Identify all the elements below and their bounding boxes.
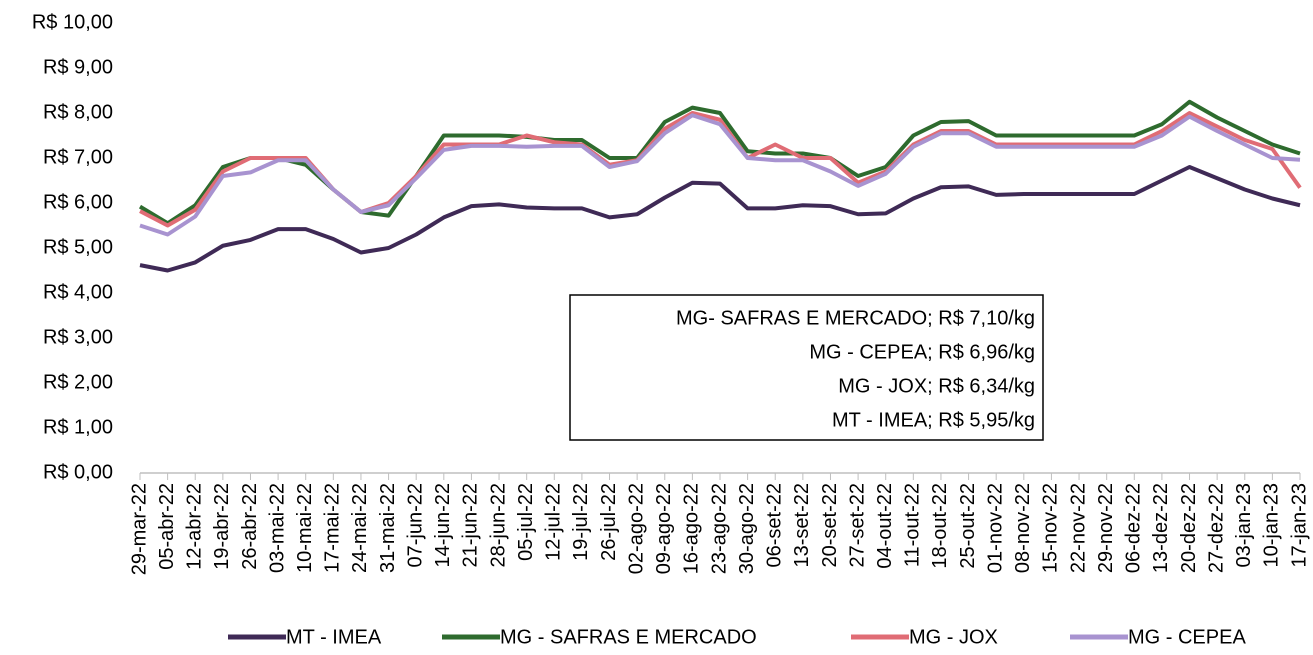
x-tick-label: 03-mai-22 bbox=[266, 483, 288, 573]
y-tick-label: R$ 8,00 bbox=[43, 101, 113, 123]
x-tick-label: 21-jun-22 bbox=[460, 483, 482, 568]
x-tick-label: 08-nov-22 bbox=[1012, 483, 1034, 573]
x-tick-label: 29-mar-22 bbox=[128, 483, 150, 575]
x-tick-label: 14-jun-22 bbox=[432, 483, 454, 568]
annotation: MG - JOX; R$ 6,34/kg bbox=[838, 375, 1035, 397]
series-line bbox=[139, 165, 1301, 273]
x-tick-label: 18-out-22 bbox=[929, 483, 951, 569]
x-tick-label: 09-ago-22 bbox=[653, 483, 675, 574]
x-tick-label: 20-dez-22 bbox=[1178, 483, 1200, 573]
x-tick-label: 06-set-22 bbox=[764, 483, 786, 568]
x-tick-label: 07-jun-22 bbox=[404, 483, 426, 568]
x-tick-label: 24-mai-22 bbox=[349, 483, 371, 573]
legend-label: MG - CEPEA bbox=[1128, 626, 1246, 648]
x-tick-label: 29-nov-22 bbox=[1095, 483, 1117, 573]
x-tick-label: 22-nov-22 bbox=[1067, 483, 1089, 573]
x-tick-label: 12-abr-22 bbox=[184, 483, 206, 570]
annotation: MG- SAFRAS E MERCADO; R$ 7,10/kg bbox=[676, 307, 1035, 329]
x-tick-label: 31-mai-22 bbox=[377, 483, 399, 573]
x-tick-label: 19-jul-22 bbox=[570, 483, 592, 561]
y-tick-label: R$ 3,00 bbox=[43, 326, 113, 348]
x-tick-label: 16-ago-22 bbox=[681, 483, 703, 574]
x-tick-label: 20-set-22 bbox=[819, 483, 841, 568]
x-tick-label: 26-jul-22 bbox=[598, 483, 620, 561]
x-tick-label: 12-jul-22 bbox=[543, 483, 565, 561]
x-tick-label: 19-abr-22 bbox=[211, 483, 233, 570]
y-tick-label: R$ 6,00 bbox=[43, 191, 113, 213]
x-tick-label: 10-jan-23 bbox=[1261, 483, 1283, 568]
y-tick-label: R$ 0,00 bbox=[43, 461, 113, 483]
x-tick-label: 27-set-22 bbox=[846, 483, 868, 568]
x-tick-label: 26-abr-22 bbox=[239, 483, 261, 570]
legend-label: MG - SAFRAS E MERCADO bbox=[500, 626, 757, 648]
x-tick-label: 15-nov-22 bbox=[1040, 483, 1062, 573]
x-tick-label: 04-out-22 bbox=[874, 483, 896, 569]
legend-label: MT - IMEA bbox=[286, 626, 382, 648]
x-tick-label: 11-out-22 bbox=[902, 483, 924, 567]
x-tick-label: 27-dez-22 bbox=[1205, 483, 1227, 573]
x-tick-label: 17-jan-23 bbox=[1288, 483, 1310, 568]
x-tick-label: 25-out-22 bbox=[957, 483, 979, 569]
x-tick-label: 03-jan-23 bbox=[1233, 483, 1255, 568]
y-tick-label: R$ 2,00 bbox=[43, 371, 113, 393]
annotation: MT - IMEA; R$ 5,95/kg bbox=[832, 409, 1035, 431]
x-tick-label: 02-ago-22 bbox=[625, 483, 647, 574]
annotation: MG - CEPEA; R$ 6,96/kg bbox=[809, 341, 1035, 363]
y-tick-label: R$ 5,00 bbox=[43, 236, 113, 258]
x-tick-label: 13-set-22 bbox=[791, 483, 813, 568]
x-tick-label: 01-nov-22 bbox=[984, 483, 1006, 573]
x-tick-label: 30-ago-22 bbox=[736, 483, 758, 574]
y-tick-label: R$ 10,00 bbox=[32, 11, 113, 33]
x-tick-label: 13-dez-22 bbox=[1150, 483, 1172, 573]
y-tick-label: R$ 9,00 bbox=[43, 56, 113, 78]
y-tick-label: R$ 1,00 bbox=[43, 416, 113, 438]
x-tick-label: 28-jun-22 bbox=[487, 483, 509, 568]
x-tick-label: 23-ago-22 bbox=[708, 483, 730, 574]
x-tick-label: 06-dez-22 bbox=[1123, 483, 1145, 573]
y-tick-label: R$ 7,00 bbox=[43, 146, 113, 168]
x-tick-label: 17-mai-22 bbox=[322, 483, 344, 573]
x-tick-label: 05-abr-22 bbox=[156, 483, 178, 570]
x-tick-label: 05-jul-22 bbox=[515, 483, 537, 561]
legend-label: MG - JOX bbox=[909, 626, 998, 648]
series-line bbox=[139, 113, 1301, 237]
annotation-box bbox=[569, 294, 1044, 441]
y-tick-label: R$ 4,00 bbox=[43, 281, 113, 303]
x-tick-label: 10-mai-22 bbox=[294, 483, 316, 573]
